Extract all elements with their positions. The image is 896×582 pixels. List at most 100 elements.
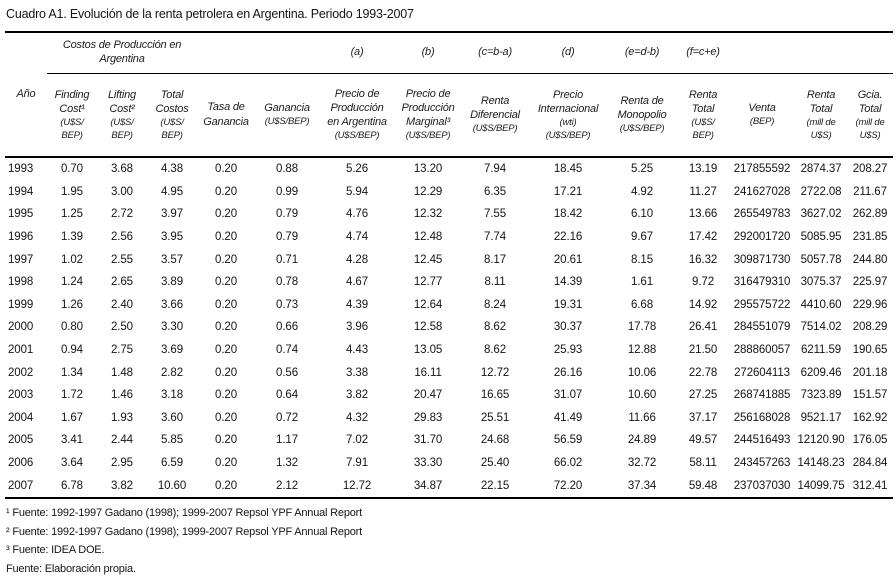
year-cell: 2000 [8,321,34,334]
value-cell: 0.70 [61,163,83,176]
value-cell: 10.60 [627,389,657,402]
value-cell: 3627.02 [800,208,842,221]
value-cell: 284551079 [733,321,791,334]
value-cell: 201.18 [852,366,888,379]
formula-label: (f=c+e) [677,32,730,74]
value-cell: 0.20 [215,231,238,244]
value-cell: 3.97 [161,208,183,221]
year-cell: 1994 [8,185,34,198]
value-cell: 0.20 [215,344,238,357]
value-cell: 2.75 [111,344,133,357]
value-cell: 3.82 [346,389,369,402]
column-header: Precio de Producción en Argentina (U$S/BE… [319,73,396,158]
year-cell: 1997 [8,253,34,266]
value-cell: 272604113 [734,366,790,379]
value-cell: 3.69 [161,344,183,357]
table-row: 2000 0.80 2.50 3.30 0.20 0.66 3.96 12.58 8.62 30.… [5,316,893,339]
value-cell: 0.80 [61,321,83,334]
column-label: Lifting Cost² [108,89,136,116]
value-cell: 0.20 [215,434,238,447]
value-cell: 3.60 [161,411,183,424]
column-header: Renta Diferencial (U$S/BEP) [461,73,530,158]
year-cell: 2002 [8,366,34,379]
value-cell: 1.72 [61,389,83,402]
year-cell: 2005 [8,434,34,447]
value-cell: 0.20 [215,411,238,424]
value-cell: 2.40 [111,298,133,311]
formula-label: (e=d-b) [607,32,678,74]
formula-label [795,32,848,74]
value-cell: 1.67 [61,411,83,424]
value-cell: 26.16 [553,366,583,379]
value-cell: 0.74 [276,344,299,357]
table-row: 2005 3.41 2.44 5.85 0.20 1.17 7.02 31.70 24.68 56… [5,429,893,452]
formula-label: (a) [319,32,396,74]
value-cell: 7.74 [484,231,507,244]
value-cell: 8.62 [484,344,507,357]
value-cell: 12.32 [413,208,443,221]
value-cell: 2.55 [111,253,133,266]
value-cell: 4.39 [346,298,369,311]
value-cell: 1.34 [61,366,83,379]
value-cell: 1.48 [111,366,133,379]
footnote-1: ¹ Fuente: 1992-1997 Gadano (1998); 1999-… [6,507,362,519]
formula-label: (d) [529,32,608,74]
value-cell: 6209.46 [800,366,842,379]
value-cell: 24.89 [627,434,657,447]
formula-label [729,32,796,74]
value-cell: 5.26 [346,163,369,176]
column-unit: (BEP) [749,116,775,128]
value-cell: 3075.37 [800,276,842,289]
value-cell: 4.38 [161,163,183,176]
table-row: 2003 1.72 1.46 3.18 0.20 0.64 3.82 20.47 16.65 31… [5,384,893,407]
value-cell: 231.85 [852,231,888,244]
value-cell: 30.37 [553,321,583,334]
value-cell: 12.64 [413,298,443,311]
formula-label [847,32,894,74]
value-cell: 0.20 [215,479,238,492]
value-cell: 284.84 [852,457,888,470]
value-cell: 5.94 [346,185,369,198]
value-cell: 225.97 [852,276,888,289]
table-row: 2004 1.67 1.93 3.60 0.20 0.72 4.32 29.83 25.51 41… [5,407,893,430]
column-header: Gcia. Total (mill de U$S) [847,73,894,158]
value-cell: 18.45 [553,163,583,176]
value-cell: 5.25 [631,163,654,176]
value-cell: 3.96 [346,321,369,334]
value-cell: 0.79 [276,231,299,244]
column-unit: (U$S/ BEP) [110,117,134,141]
value-cell: 12.29 [413,185,443,198]
value-cell: 1.95 [61,185,83,198]
value-cell: 21.50 [688,344,718,357]
value-cell: 59.48 [688,479,718,492]
value-cell: 32.72 [627,457,657,470]
value-cell: 162.92 [852,411,888,424]
value-cell: 8.24 [484,298,507,311]
value-cell: 12.72 [342,479,372,492]
value-cell: 14148.23 [797,457,845,470]
column-header: Precio Internacional (wti) (U$S/BEP) [529,73,608,158]
table-row: 1999 1.26 2.40 3.66 0.20 0.73 4.39 12.64 8.24 19.… [5,294,893,317]
value-cell: 3.41 [61,434,83,447]
column-label: Precio de Producción en Argentina [327,88,387,129]
value-cell: 3.18 [161,389,183,402]
value-cell: 6.10 [631,208,654,221]
table-row: 1997 1.02 2.55 3.57 0.20 0.71 4.28 12.45 8.17 20.… [5,248,893,271]
value-cell: 10.06 [627,366,657,379]
value-cell: 0.20 [215,163,238,176]
value-cell: 33.30 [413,457,443,470]
formula-label: (c=b-a) [461,32,530,74]
value-cell: 7.91 [346,457,369,470]
table-row: 2006 3.64 2.95 6.59 0.20 1.32 7.91 33.30 25.40 66… [5,452,893,475]
value-cell: 58.11 [689,457,717,470]
value-cell: 17.21 [553,185,583,198]
value-cell: 12.48 [413,231,443,244]
value-cell: 208.29 [852,321,888,334]
column-unit: (wti) (U$S/BEP) [545,117,591,141]
value-cell: 237037030 [733,479,791,492]
table-row: 1996 1.39 2.56 3.95 0.20 0.79 4.74 12.48 7.74 22.… [5,226,893,249]
value-cell: 2.44 [111,434,133,447]
value-cell: 25.93 [553,344,583,357]
value-cell: 4.28 [346,253,369,266]
value-cell: 229.96 [852,298,888,311]
